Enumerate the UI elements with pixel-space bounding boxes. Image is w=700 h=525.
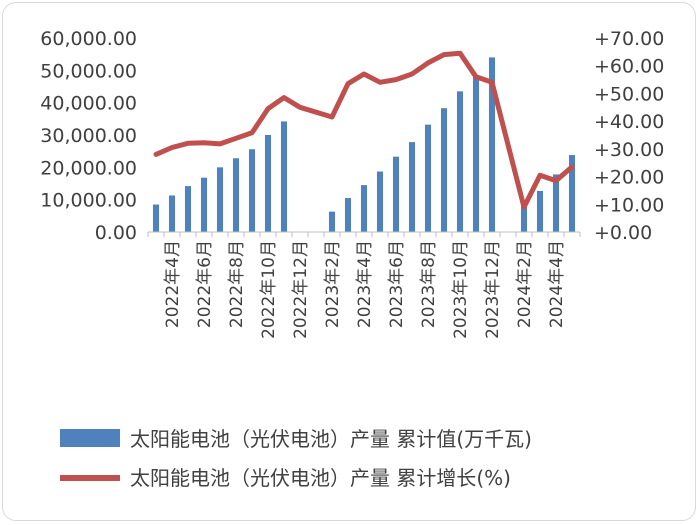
left-axis-tick-label: 0.00: [95, 222, 137, 244]
x-axis-tick-label: 2024年2月: [515, 240, 535, 328]
right-axis-tick-label: +40.00: [594, 111, 664, 133]
bar: [408, 142, 416, 232]
left-axis-tick-label: 30,000.00: [40, 125, 137, 147]
bar: [424, 124, 432, 232]
left-axis: 0.00 10,000.00 20,000.00 30,000.00 40,000.00…: [40, 28, 137, 244]
left-axis-tick-label: 60,000.00: [40, 28, 137, 50]
bar: [200, 177, 208, 232]
bar: [536, 190, 544, 232]
x-axis-tick-label: 2022年4月: [163, 240, 183, 328]
bar: [232, 158, 240, 232]
bar: [376, 171, 384, 232]
line-series: [153, 50, 575, 210]
x-axis-tick-label: 2023年6月: [387, 240, 407, 328]
x-axis-tick-label: 2023年2月: [323, 240, 343, 328]
growth-line: [153, 50, 575, 210]
right-axis-tick-label: +30.00: [594, 139, 664, 161]
right-axis-tick-label: +20.00: [594, 167, 664, 189]
x-axis-tick-label: 2024年4月: [547, 240, 567, 328]
bar: [168, 195, 176, 232]
x-axis-tick-label: 2023年12月: [483, 240, 503, 339]
x-axis-tick-label: 2023年8月: [419, 240, 439, 328]
bar: [456, 91, 464, 232]
x-axis-tick-label: 2022年8月: [227, 240, 247, 328]
x-axis: 2022年4月 2022年6月 2022年8月 2022年10月 2022年12月 202…: [147, 231, 581, 339]
bar: [360, 185, 368, 232]
bar: [184, 186, 192, 232]
right-axis-tick-label: +10.00: [594, 194, 664, 216]
bar: [328, 211, 336, 232]
bar: [488, 57, 496, 233]
bar: [216, 167, 224, 232]
legend-bar-label: 太阳能电池（光伏电池）产量 累计值(万千瓦): [130, 427, 532, 451]
x-axis-tick-label: 2022年6月: [195, 240, 215, 328]
legend: 太阳能电池（光伏电池）产量 累计值(万千瓦) 太阳能电池（光伏电池）产量 累计增…: [60, 427, 532, 490]
left-axis-tick-label: 50,000.00: [40, 60, 137, 82]
right-axis: +0.00 +10.00 +20.00 +30.00 +40.00 +50.00 +60.0…: [594, 28, 664, 244]
right-axis-tick-label: +0.00: [594, 222, 652, 244]
x-axis-tick-label: 2023年4月: [355, 240, 375, 328]
bar: [280, 121, 288, 232]
right-axis-tick-label: +70.00: [594, 28, 664, 50]
bar: [520, 203, 528, 232]
right-axis-tick-label: +60.00: [594, 56, 664, 78]
left-axis-tick-label: 10,000.00: [40, 190, 137, 212]
bar-series: [152, 57, 576, 233]
bar: [152, 204, 160, 232]
bar: [392, 156, 400, 232]
x-axis-tick-label: 2023年10月: [451, 240, 471, 339]
bar: [264, 135, 272, 232]
bar: [248, 149, 256, 232]
x-axis-tick-label: 2022年12月: [291, 240, 311, 339]
legend-line-label: 太阳能电池（光伏电池）产量 累计增长(%): [130, 466, 511, 490]
right-axis-tick-label: +50.00: [594, 83, 664, 105]
legend-bar-swatch: [60, 429, 120, 447]
bar: [440, 108, 448, 232]
bar: [552, 174, 560, 232]
x-axis-tick-label: 2022年10月: [259, 240, 279, 339]
left-axis-tick-label: 20,000.00: [40, 157, 137, 179]
bar: [568, 155, 576, 232]
bar: [472, 75, 480, 232]
left-axis-tick-label: 40,000.00: [40, 93, 137, 115]
bar: [344, 198, 352, 232]
